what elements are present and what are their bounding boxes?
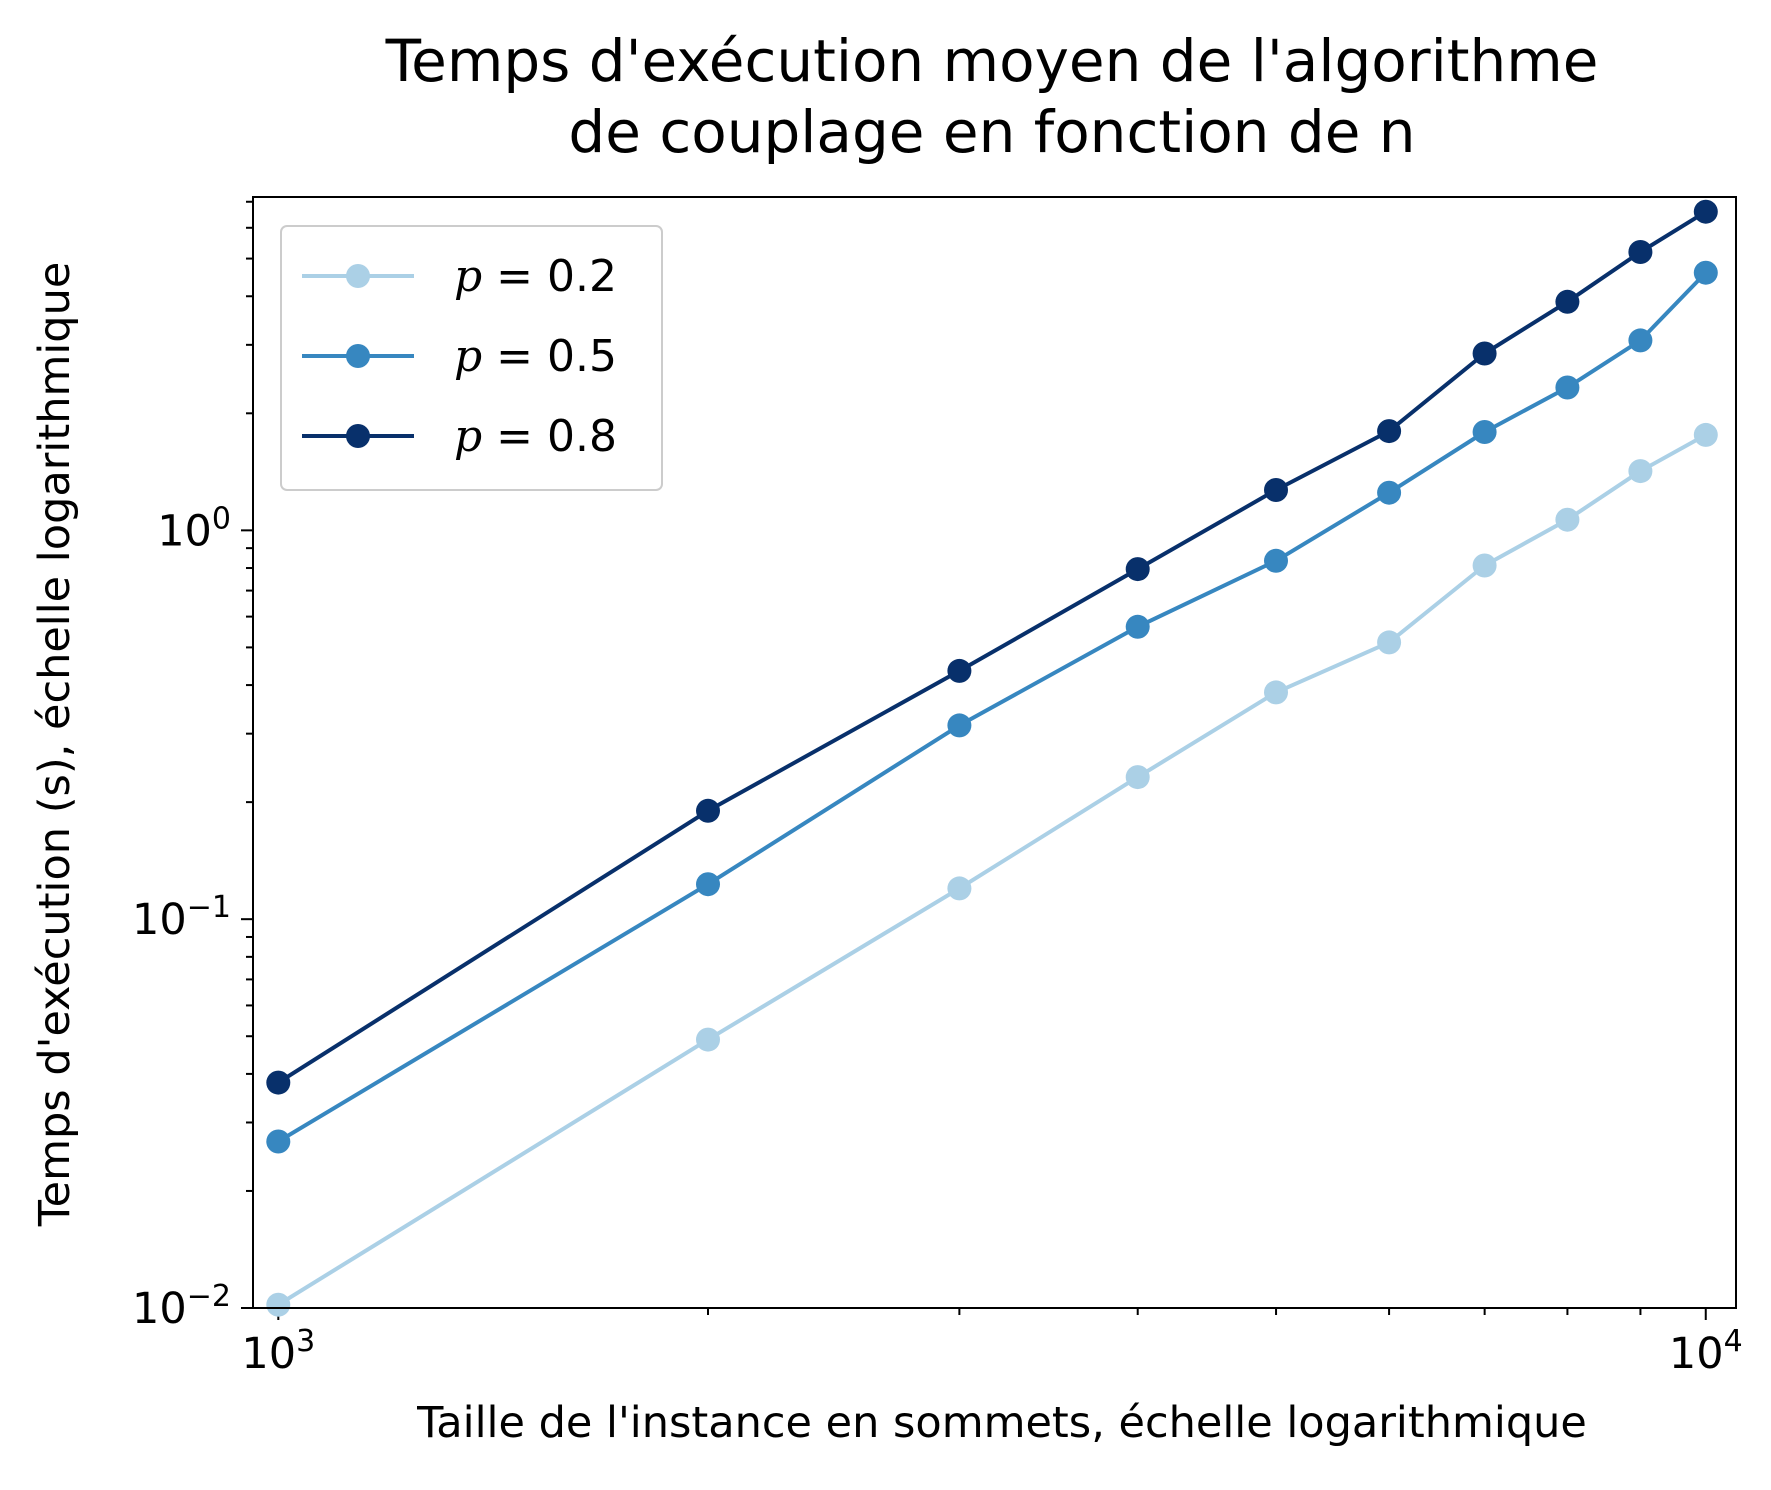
data-point [947,713,972,738]
data-point [1125,614,1150,639]
data-point [696,798,720,823]
x-axis-label: Taille de l'instance en sommets, échelle… [416,1398,1587,1448]
chart-title-line-1: Temps d'exécution moyen de l'algorithme [385,27,1599,95]
series-2 [266,260,1718,1154]
data-point [1555,507,1580,532]
data-point [1555,289,1580,314]
data-point [266,1070,291,1095]
data-point [1125,765,1150,790]
data-point [947,876,972,901]
y-tick-label: 10−1 [132,890,231,945]
data-point [1628,240,1653,264]
legend-label: p = 0.8 [454,411,617,462]
data-point [696,872,720,897]
data-point [1472,553,1497,578]
data-point [1693,422,1718,447]
legend: p = 0.2 p = 0.5 p = 0.8 [280,225,663,491]
data-point [266,1129,291,1154]
series-line [275,432,1709,1308]
data-point [1264,478,1288,502]
legend-marker [346,424,370,448]
legend-label: p = 0.5 [454,331,617,382]
legend-marker [346,344,370,368]
data-point [1693,260,1718,285]
data-point [266,1292,291,1317]
y-axis-label: Temps d'exécution (s), échelle logarithm… [30,262,80,1228]
legend-item: p = 0.2 [302,251,617,302]
data-point [1472,341,1497,366]
data-point [1125,557,1150,582]
legend-marker [346,264,370,288]
y-tick-label: 10−2 [132,1279,231,1334]
data-point [1264,680,1288,705]
data-point [1628,459,1653,484]
axis-ticks: 103 104 10−2 10−1 100 [132,200,1743,1379]
x-tick-label: 103 [241,1324,315,1379]
data-point [1377,419,1402,444]
series-3 [266,199,1718,1095]
data-point [1693,199,1718,224]
series-line [275,208,1709,1086]
series-layer [266,199,1718,1317]
chart-title-line-2: de couplage en fonction de n [568,98,1415,166]
y-tick-label: 100 [157,501,231,556]
data-point [696,1027,720,1052]
data-point [1555,375,1580,400]
data-point [1264,548,1288,573]
chart-title: Temps d'exécution moyen de l'algorithme … [385,27,1599,166]
legend-item: p = 0.8 [302,411,617,462]
data-point [947,658,972,683]
data-point [1628,328,1653,353]
series-1 [266,422,1718,1317]
plot-frame [252,196,1737,1309]
legend-item: p = 0.5 [302,331,617,382]
legend-label: p = 0.2 [454,251,617,302]
data-point [1472,420,1497,444]
legend-box [280,225,663,491]
x-tick-label: 104 [1669,1324,1743,1379]
data-point [1377,480,1402,505]
data-point [1377,630,1402,655]
series-line [275,269,1709,1145]
